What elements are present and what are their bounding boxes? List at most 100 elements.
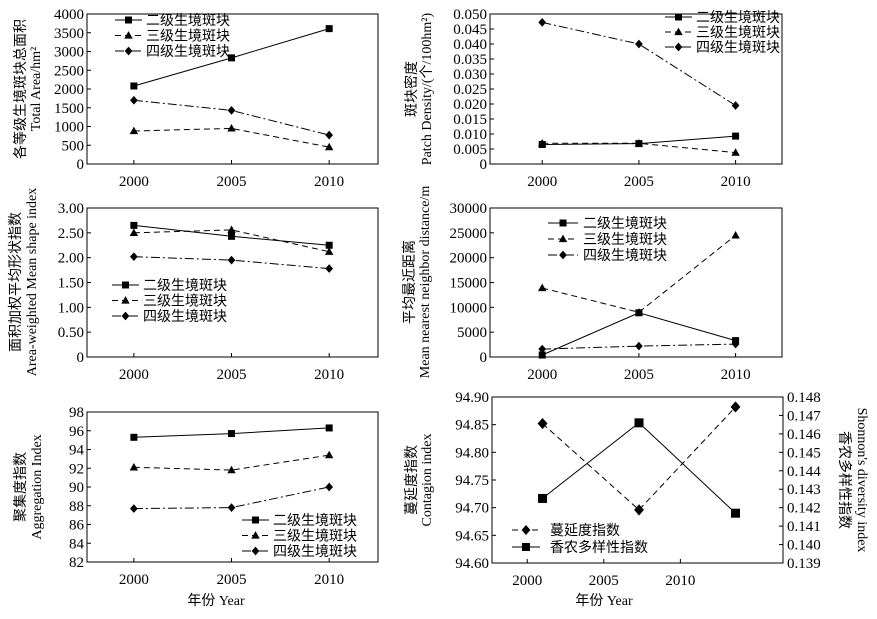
data-point [325,241,333,249]
y-tick-label: 94.75 [455,473,489,489]
y-tick-label: 0.020 [453,97,487,113]
legend-label: 三级生境斑块 [696,25,780,41]
legend-label: 二级生境斑块 [273,513,357,529]
legend-marker [251,531,260,539]
legend-item: 三级生境斑块 [115,29,230,45]
data-point [130,95,138,105]
legend-item: 三级生境斑块 [548,232,667,248]
legend-item: 二级生境斑块 [112,278,227,294]
legend-label: 二级生境斑块 [146,13,230,29]
y2-axis-label: 香农多样性指数 [836,431,853,529]
data-point [537,417,548,430]
y2-tick-label: 0.144 [787,464,821,480]
y-tick-label: 0 [77,157,85,173]
y-tick-label: 20000 [450,251,488,267]
x-tick-label: 2000 [119,572,149,588]
series-3 [538,339,740,354]
y-tick-label: 2.00 [58,251,84,267]
y-tick-label: 82 [69,555,84,571]
x-tick-label: 2000 [512,573,542,589]
legend-label: 香农多样性指数 [550,539,648,556]
y-tick-label: 94.85 [455,418,489,434]
legend-label: 二级生境斑块 [143,278,227,294]
series-2 [538,418,741,518]
y-axis-label: 斑块密度 [403,61,420,117]
y2-tick-label: 0.140 [787,538,821,554]
series-3 [130,252,334,273]
series-3 [130,95,334,140]
legend-label: 三级生境斑块 [583,232,667,248]
y-tick-label: 98 [69,405,84,421]
data-point [325,25,333,33]
y2-tick-label: 0.145 [787,445,821,461]
series-line [542,142,736,154]
y-tick-label: 25000 [450,226,488,242]
legend-marker [559,219,567,227]
y-tick-label: 94.65 [455,528,489,544]
legend-label: 三级生境斑块 [143,294,227,310]
data-point [634,418,644,428]
series-1 [537,401,741,516]
data-point [325,264,334,273]
x-tick-label: 2010 [314,572,344,588]
y-tick-label: 5000 [457,325,487,341]
legend-marker [675,13,682,21]
y-tick-label: 1.00 [58,300,84,316]
x-tick-label: 2010 [721,174,751,190]
series-line [542,21,736,106]
y-axis-label: 各等级生境斑块总面积 [12,19,29,159]
data-point [538,344,547,354]
y-axis-label: Aggregation Index [30,434,45,539]
y-tick-label: 2000 [54,82,84,98]
data-point [325,130,334,140]
legend-item: 二级生境斑块 [115,13,230,29]
x-tick-label: 2005 [217,174,247,190]
x-tick-label: 2010 [314,174,344,190]
data-point [325,424,333,432]
legend-marker [121,296,130,304]
legend-label: 四级生境斑块 [583,248,667,264]
y-axis-label: Total Area/hm² [29,47,44,131]
y-tick-label: 94 [69,443,85,459]
y-tick-label: 0.050 [453,7,487,23]
legend-item: 三级生境斑块 [112,294,227,310]
data-point [635,39,643,49]
data-point [731,508,741,518]
series-line [133,229,330,253]
y2-axis-label: Shonnon's diversity index [854,408,869,553]
y-tick-label: 0.025 [453,82,487,98]
chart-panel-2: 00.0050.0100.0150.0200.0250.0300.0350.04… [403,7,783,190]
data-point [325,482,334,492]
series-2 [129,124,334,151]
series-1 [130,424,333,441]
x-tick-label: 2000 [119,367,149,383]
y-tick-label: 0.030 [453,67,487,83]
y2-tick-label: 0.142 [787,501,821,517]
legend-label: 四级生境斑块 [143,309,227,325]
data-point [538,351,546,359]
series-line [133,127,330,148]
legend-marker [558,234,568,243]
y-tick-label: 2.50 [58,226,84,242]
y-axis-label: Contagion index [420,434,435,527]
y-tick-label: 0.040 [453,37,487,53]
y-axis-label: Area-weighted Mean shape index [25,188,40,377]
y-tick-label: 94.60 [455,556,489,572]
series-2 [129,225,334,255]
legend-marker [121,311,130,321]
data-point [730,401,741,413]
y-tick-label: 4000 [54,7,84,23]
x-axis-label: 年份 Year [187,593,245,609]
data-point [130,504,138,513]
legend-label: 二级生境斑块 [583,216,667,232]
data-point [130,252,138,262]
data-point [731,339,740,349]
chart-panel-4: 0 5000 10000 15000 20000 25000 30000 2000 2005 20… [401,186,783,383]
y2-tick-label: 0.148 [787,390,821,406]
data-point [634,307,644,316]
series-1 [130,25,333,90]
x-tick-label: 2005 [217,367,247,383]
y-tick-label: 94.80 [455,445,489,461]
series-line [542,422,736,514]
